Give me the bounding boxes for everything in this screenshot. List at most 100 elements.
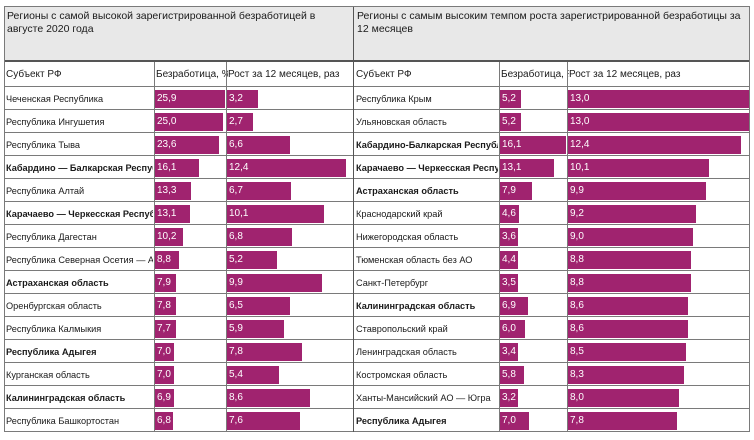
left-growth-bar: [227, 343, 302, 361]
row-divider: [4, 132, 353, 133]
right-unemployment-label: 5,2: [502, 93, 516, 104]
right-growth-bar: [568, 412, 677, 430]
left-growth-bar: [227, 251, 277, 269]
row-divider: [354, 431, 750, 432]
left-unemployment-bar: [155, 412, 174, 430]
right-growth-label: 10,1: [570, 162, 590, 173]
column-divider: [567, 62, 568, 432]
left-row-region: Астраханская область: [6, 278, 109, 288]
right-unemployment-bar: [500, 205, 519, 223]
table-separator: [353, 6, 354, 432]
left-row-region: Республика Алтай: [6, 186, 85, 196]
right-unemployment-label: 6,0: [502, 323, 516, 334]
row-divider: [354, 408, 750, 409]
title-divider: [4, 60, 750, 62]
left-unemployment-bar: [155, 205, 191, 223]
left-row-region: Оренбургская область: [6, 301, 102, 311]
right-unemployment-bar: [500, 320, 525, 338]
left-unemployment-bar: [155, 113, 223, 131]
right-growth-bar: [568, 90, 749, 108]
left-row-region: Курганская область: [6, 370, 90, 380]
right-row-region: Ленинградская область: [356, 347, 457, 357]
row-divider: [354, 109, 750, 110]
right-growth-bar: [568, 251, 691, 269]
left-growth-label: 7,8: [229, 346, 243, 357]
right-growth-label: 9,0: [570, 231, 584, 242]
right-unemployment-bar: [500, 297, 529, 315]
column-divider: [226, 62, 227, 432]
row-divider: [354, 201, 750, 202]
right-growth-bar: [568, 159, 709, 177]
left-growth-label: 6,8: [229, 231, 243, 242]
right-growth-label: 8,5: [570, 346, 584, 357]
row-divider: [354, 132, 750, 133]
left-unemployment-label: 6,9: [157, 392, 171, 403]
left-unemployment-bar: [155, 297, 177, 315]
right-unemployment-label: 4,6: [502, 208, 516, 219]
left-unemployment-label: 16,1: [157, 162, 177, 173]
left-growth-label: 5,2: [229, 254, 243, 265]
row-divider: [354, 339, 750, 340]
row-divider: [4, 339, 353, 340]
row-divider: [4, 178, 353, 179]
left-growth-label: 6,5: [229, 300, 243, 311]
column-divider: [499, 62, 500, 432]
right-table-title: Регионы с самым высоким темпом роста зар…: [354, 6, 750, 60]
left-unemployment-label: 7,9: [157, 277, 171, 288]
right-row-region: Кабардино-Балкарская Республика: [356, 140, 498, 150]
right-growth-label: 8,6: [570, 323, 584, 334]
right-growth-label: 8,0: [570, 392, 584, 403]
right-unemployment-label: 4,4: [502, 254, 516, 265]
left-unemployment-label: 23,6: [157, 139, 177, 150]
left-growth-bar: [227, 182, 292, 200]
right-growth-bar: [568, 228, 694, 246]
left-unemployment-label: 8,8: [157, 254, 171, 265]
right-row-region: Костромская область: [356, 370, 448, 380]
right-growth-label: 13,0: [570, 93, 590, 104]
right-unemployment-bar: [500, 136, 566, 154]
left-unemployment-label: 7,7: [157, 323, 171, 334]
right-unemployment-label: 3,2: [502, 392, 516, 403]
right-unemployment-bar: [500, 90, 522, 108]
left-unemployment-bar: [155, 228, 183, 246]
right-unemployment-bar: [500, 159, 554, 177]
left-border: [4, 6, 5, 432]
row-divider: [354, 293, 750, 294]
left-growth-bar: [227, 159, 347, 177]
top-border: [4, 6, 750, 7]
right-row-region: Ставропольский край: [356, 324, 448, 334]
right-row-region: Астраханская область: [356, 186, 459, 196]
right-unemployment-label: 6,9: [502, 300, 516, 311]
row-divider: [354, 247, 750, 248]
row-divider: [354, 270, 750, 271]
left-row-region: Калининградская область: [6, 393, 126, 403]
left-header-region: Субъект РФ: [6, 69, 62, 80]
left-unemployment-bar: [155, 251, 179, 269]
right-growth-label: 8,6: [570, 300, 584, 311]
column-divider: [154, 62, 155, 432]
row-divider: [4, 362, 353, 363]
right-unemployment-label: 13,1: [502, 162, 522, 173]
left-unemployment-bar: [155, 274, 177, 292]
left-header-growth: Рост за 12 месяцев, раз: [228, 69, 340, 80]
right-growth-label: 8,3: [570, 369, 584, 380]
right-growth-bar: [568, 320, 688, 338]
right-header-region: Субъект РФ: [356, 69, 412, 80]
left-unemployment-label: 6,8: [157, 415, 171, 426]
right-growth-label: 7,8: [570, 415, 584, 426]
left-row-region: Чеченская Республика: [6, 94, 104, 104]
left-growth-bar: [227, 366, 279, 384]
right-row-region: Тюменская область без АО: [356, 255, 473, 265]
right-unemployment-bar: [500, 412, 529, 430]
row-divider: [354, 316, 750, 317]
left-growth-bar: [227, 320, 284, 338]
right-growth-bar: [568, 297, 688, 315]
right-growth-label: 12,4: [570, 139, 590, 150]
row-divider: [4, 316, 353, 317]
row-divider: [354, 385, 750, 386]
left-growth-bar: [227, 412, 301, 430]
right-unemployment-label: 3,6: [502, 231, 516, 242]
right-unemployment-bar: [500, 343, 518, 361]
right-unemployment-label: 16,1: [502, 139, 522, 150]
